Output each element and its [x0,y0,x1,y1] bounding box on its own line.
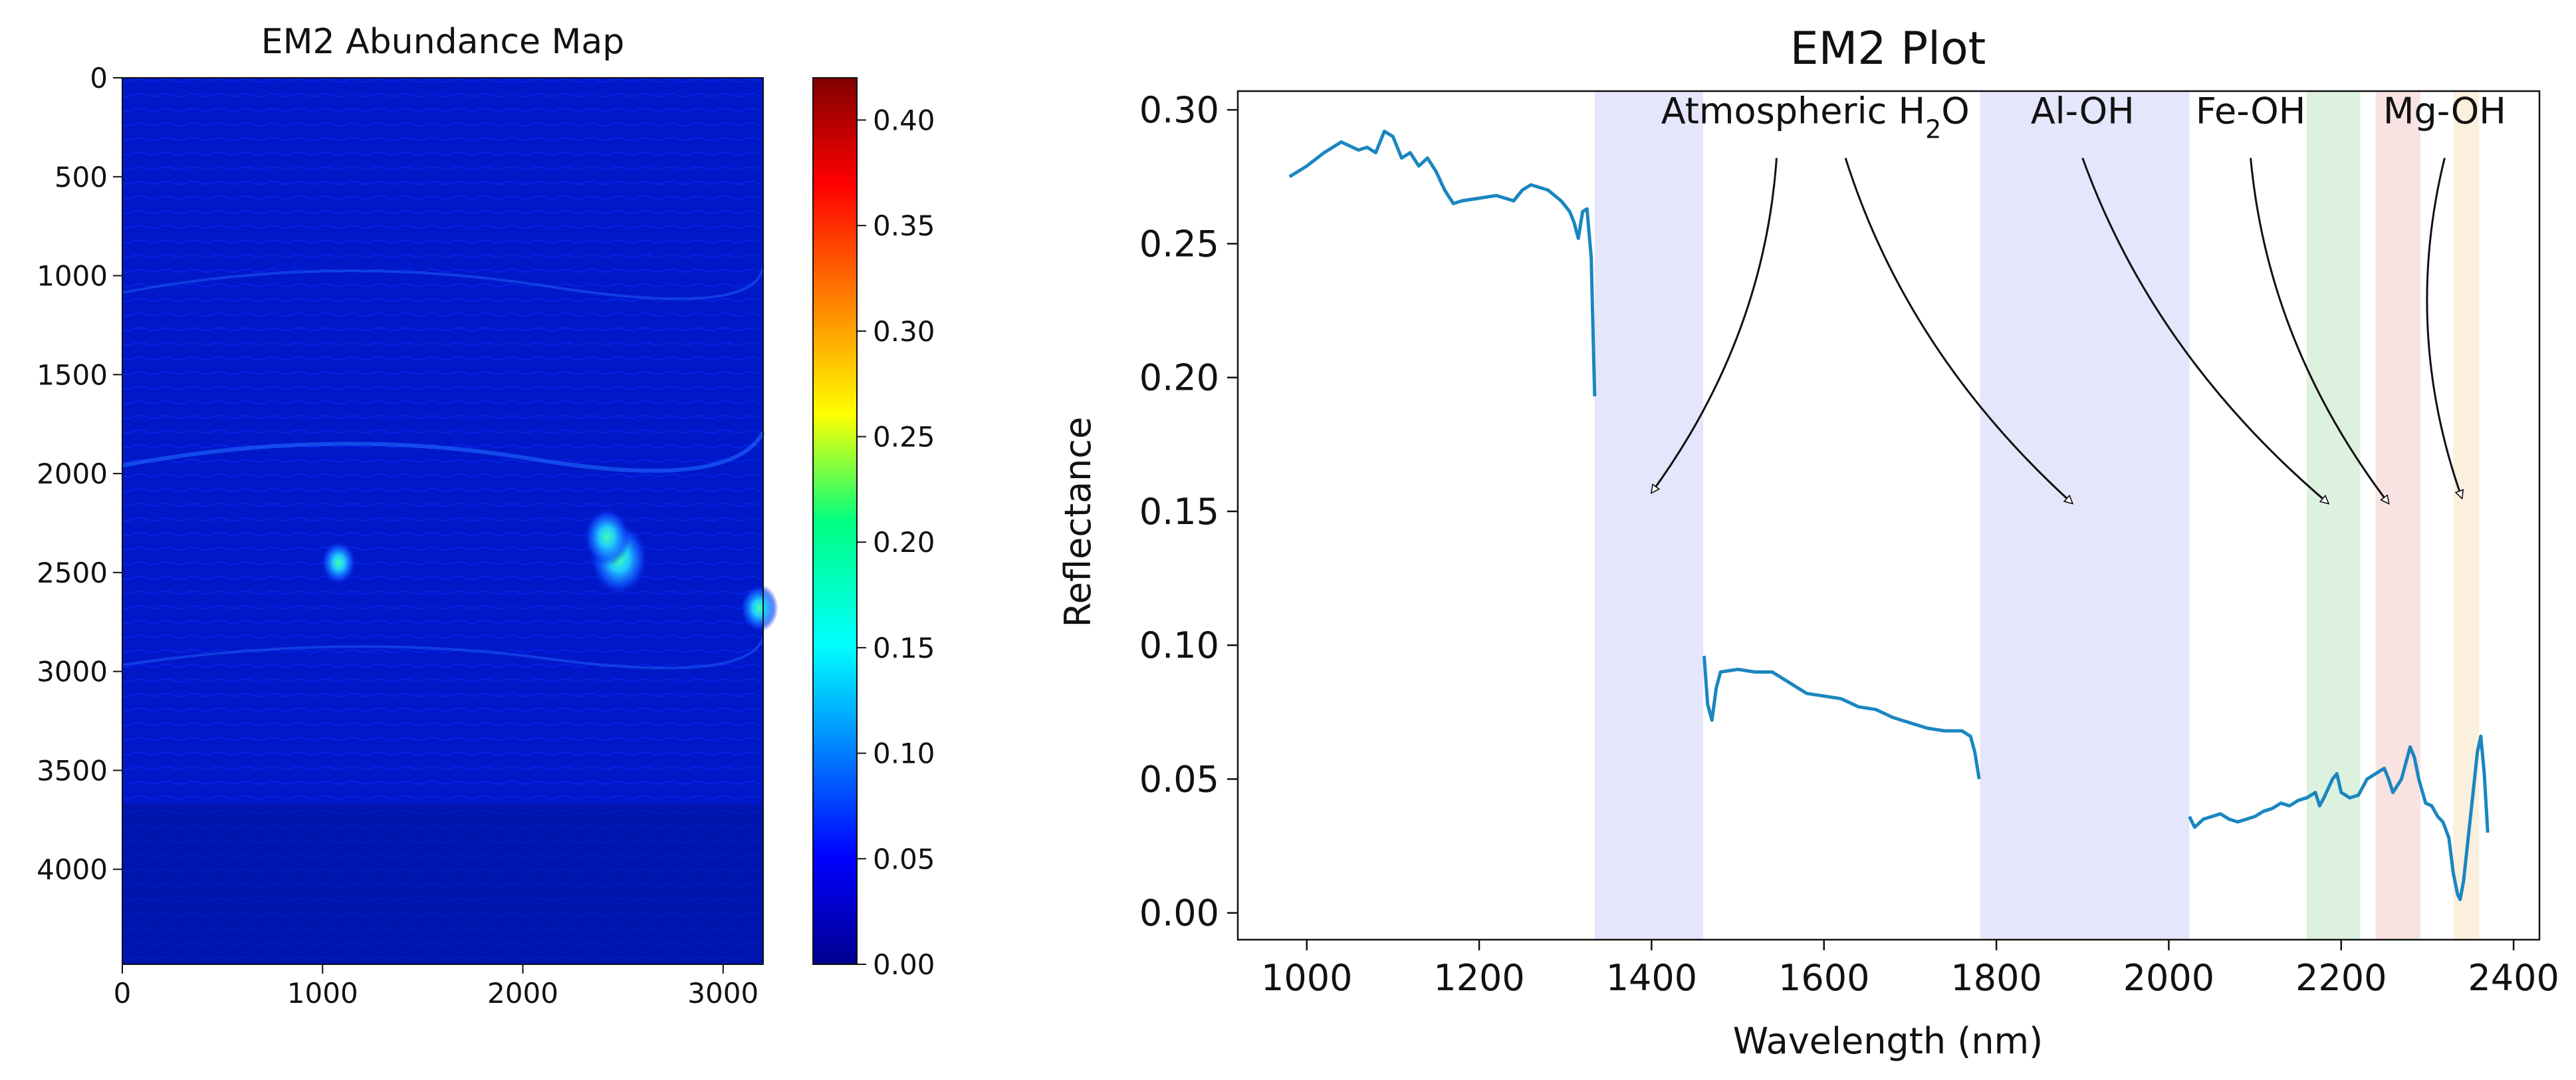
absorption-band [1980,91,2190,940]
map-y-tick-label: 500 [55,161,108,194]
colorbar-tick-label: 0.10 [873,738,935,770]
plot-y-tick-label: 0.30 [1139,89,1219,131]
map-x-tick-label: 2000 [487,977,558,1010]
annotation-arrow [2250,158,2389,503]
plot-x-tick-label: 1200 [1433,957,1524,999]
map-y-tick-label: 0 [90,62,108,94]
colorbar-tick-label: 0.30 [873,315,935,348]
absorption-band [1594,91,1704,940]
colorbar-tick-label: 0.35 [873,209,935,242]
plot-title: EM2 Plot [1790,23,1986,75]
plot-y-tick-label: 0.15 [1139,491,1219,533]
colorbar: 0.00 0.05 0.10 0.15 0.20 0.25 0.30 0.35 0.40 [812,77,935,981]
map-hotspot [740,584,778,632]
colorbar-tick-label: 0.15 [873,632,935,664]
map-y-tick-label: 3000 [37,656,108,688]
plot-x-tick-label: 1800 [1950,957,2042,999]
annotation-label: Fe-OH [2196,90,2305,132]
absorption-band [2453,91,2480,940]
colorbar-tick-label: 0.00 [873,948,935,981]
map-x-tick-label: 0 [114,977,132,1010]
plot-x-tick-label: 2400 [2468,957,2559,999]
map-hotspot [583,507,631,567]
spectrum-plot-panel: EM2 Plot Atmospheric H2O Al-OH Fe-OH Mg-OH … [1057,23,2559,1062]
plot-y-tick-label: 0.25 [1139,223,1219,265]
plot-x-tick-label: 2000 [2123,957,2214,999]
colorbar-tick-label: 0.20 [873,526,935,559]
annotation-arrow [2426,158,2462,498]
map-hotspot [321,541,356,585]
map-y-tick-label: 4000 [37,853,108,886]
plot-y-tick-label: 0.00 [1139,892,1219,934]
annotation-label: Al-OH [2031,90,2135,132]
reflectance-line-segment [1288,129,1597,396]
map-x-tick-label: 1000 [287,977,358,1010]
reflectance-line-segment [2188,734,2490,902]
map-x-tick-label: 3000 [687,977,759,1010]
map-y-tick-label: 2000 [37,458,108,490]
plot-y-tick-label: 0.20 [1139,357,1219,399]
plot-x-tick-label: 1000 [1261,957,1352,999]
abundance-map-image [122,78,765,964]
plot-xlabel: Wavelength (nm) [1733,1020,2043,1062]
annotation-arrow [1651,158,1778,493]
annotation-arrow [2081,158,2329,503]
absorption-band [2375,91,2421,940]
reflectance-line-segment [1702,656,1981,779]
colorbar-tick-label: 0.25 [873,421,935,454]
colorbar-tick-label: 0.40 [873,104,935,136]
plot-x-tick-label: 2200 [2295,957,2387,999]
plot-y-tick-label: 0.10 [1139,624,1219,666]
map-y-tick-label: 1500 [37,358,108,391]
absorption-band [2306,91,2361,940]
plot-ylabel: Reflectance [1057,417,1099,628]
map-y-tick-label: 1000 [37,260,108,293]
plot-x-tick-label: 1600 [1778,957,1869,999]
plot-y-tick-label: 0.05 [1139,758,1219,800]
annotation-arrow [1844,158,2072,503]
colorbar-tick-label: 0.05 [873,843,935,875]
plot-x-tick-label: 1400 [1606,957,1697,999]
annotation-label: Mg-OH [2383,90,2506,132]
map-title: EM2 Abundance Map [261,22,625,62]
annotation-label: Atmospheric H2O [1661,90,1970,144]
map-y-tick-label: 3500 [37,754,108,787]
map-y-tick-label: 2500 [37,557,108,589]
abundance-map-panel: EM2 Abundance Map 0 1000 2000 3000 0 500 1000… [37,22,935,1010]
